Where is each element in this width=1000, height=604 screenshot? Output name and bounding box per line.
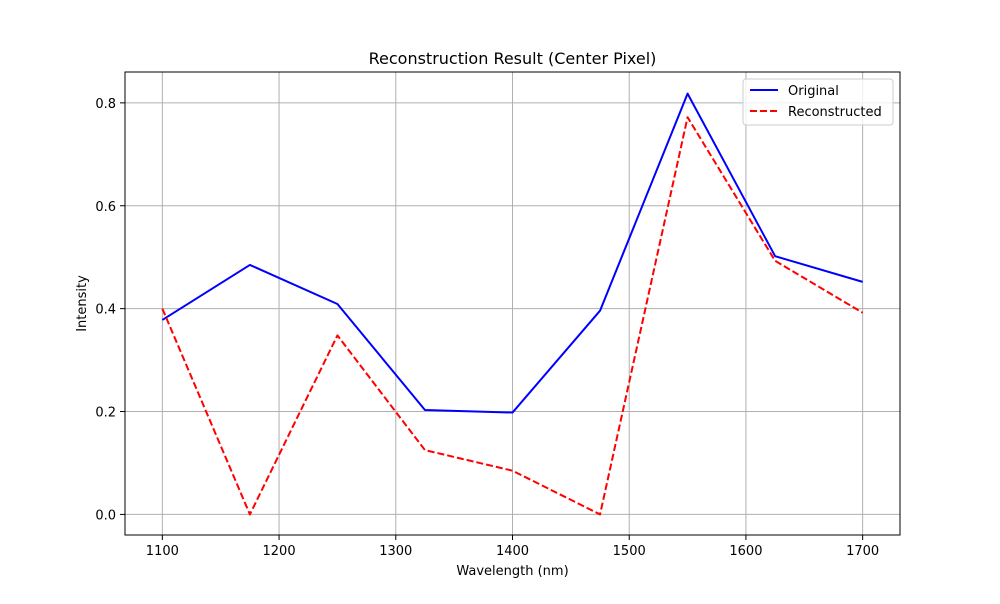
x-axis-label: Wavelength (nm) (456, 564, 568, 579)
x-tick-label: 1500 (613, 544, 646, 559)
x-tick-label: 1400 (496, 544, 529, 559)
legend-box (742, 78, 894, 126)
y-tick-label: 0.4 (95, 303, 116, 318)
x-tick-label: 1200 (263, 544, 296, 559)
axis-ticks: 1100 1200 1300 1400 1500 1600 1700 0.0 0.2 0.4 0.6… (95, 97, 879, 559)
y-tick-label: 0.8 (95, 97, 116, 112)
x-tick-label: 1300 (379, 544, 412, 559)
grid (125, 72, 900, 535)
y-tick-label: 0.2 (95, 406, 116, 421)
legend-label-original: Original (788, 84, 839, 99)
x-tick-label: 1600 (729, 544, 762, 559)
x-tick-label: 1100 (146, 544, 179, 559)
series-lines (161, 92, 864, 516)
legend: Original Reconstructed (742, 78, 894, 126)
y-tick-label: 0.0 (95, 508, 116, 523)
y-tick-label: 0.6 (95, 200, 116, 215)
chart-title: Reconstruction Result (Center Pixel) (369, 49, 657, 68)
series-line-reconstructed (161, 116, 864, 516)
legend-label-reconstructed: Reconstructed (788, 105, 882, 120)
y-axis-label: Intensity (75, 275, 90, 332)
x-tick-label: 1700 (846, 544, 879, 559)
series-line-original (161, 92, 863, 414)
